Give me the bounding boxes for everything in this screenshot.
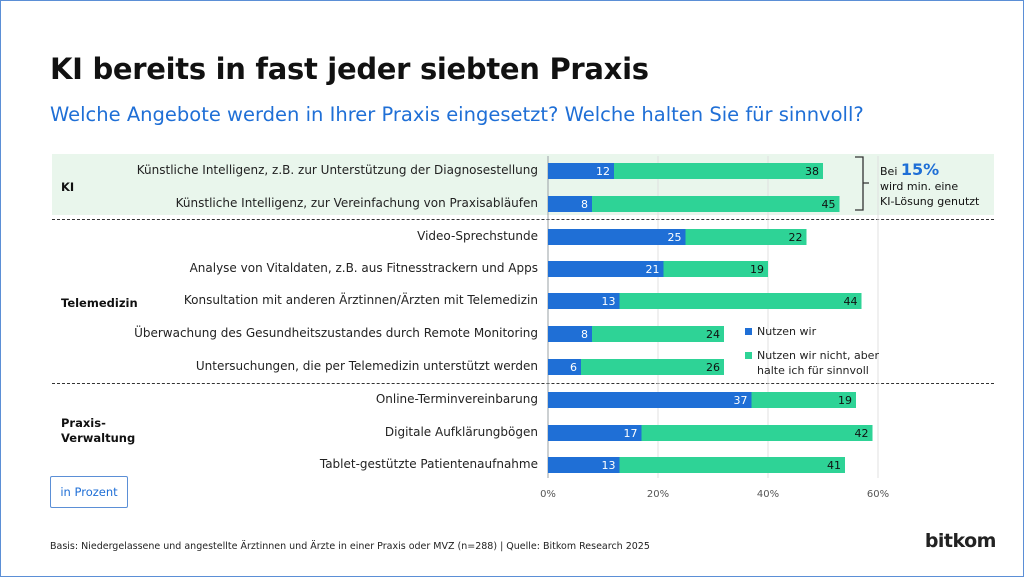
ki-note: Bei 15% wird min. eine KI-Lösung genutzt: [880, 162, 979, 209]
bar-use: [548, 326, 592, 342]
x-tick-label: 40%: [757, 489, 779, 500]
bar-label-use: 8: [581, 328, 588, 341]
legend-label: Nutzen wir nicht, aber: [757, 349, 879, 362]
category-label: Online-Terminvereinbarung: [375, 392, 538, 406]
bar-label-sensible: 24: [706, 328, 720, 341]
bar-sensible: [592, 196, 840, 212]
footnote: Basis: Niedergelassene und angestellte Ä…: [50, 541, 650, 552]
x-tick-label: 20%: [647, 489, 669, 500]
bar-label-use: 6: [570, 361, 577, 374]
bar-label-use: 12: [596, 165, 610, 178]
x-tick-label: 60%: [867, 489, 889, 500]
bar-label-use: 13: [602, 295, 616, 308]
category-label: Überwachung des Gesundheitszustandes dur…: [134, 326, 538, 340]
bar-use: [548, 359, 581, 375]
category-label: Tablet-gestützte Patientenaufnahme: [319, 457, 538, 471]
legend-swatch-sensible: [745, 351, 752, 359]
bar-label-use: 37: [734, 394, 748, 407]
note-line: wird min. eine: [880, 180, 959, 193]
bar-sensible: [663, 261, 768, 277]
bar-label-sensible: 19: [750, 263, 764, 276]
note-line: KI-Lösung genutzt: [880, 195, 980, 208]
category-label: Video-Sprechstunde: [417, 229, 538, 243]
bar-sensible: [641, 425, 873, 441]
group-label-line: Praxis-: [61, 416, 106, 430]
bar-use: [548, 196, 592, 212]
category-label: Digitale Aufklärungbögen: [384, 425, 538, 439]
note-highlight: 15%: [900, 160, 940, 179]
unit-box: in Prozent: [50, 476, 128, 508]
bar-sensible: [592, 326, 724, 342]
legend-item-use: Nutzen wir: [745, 324, 816, 339]
bitkom-logo: bitkom: [924, 530, 997, 552]
group-separator: [52, 219, 994, 220]
bar-label-sensible: 45: [822, 198, 836, 211]
group-label-praxisverwaltung: Praxis- Verwaltung: [61, 416, 135, 446]
category-label: Untersuchungen, die per Telemedizin unte…: [195, 359, 538, 373]
legend-swatch-use: [745, 327, 752, 335]
page-subtitle: Welche Angebote werden in Ihrer Praxis e…: [50, 103, 864, 126]
group-label-line: Verwaltung: [61, 431, 136, 445]
page-title: KI bereits in fast jeder siebten Praxis: [50, 52, 649, 86]
legend-label: Nutzen wir: [757, 325, 817, 338]
group-label-ki: KI: [61, 180, 75, 194]
bar-label-use: 21: [646, 263, 660, 276]
group-label-telemedizin: Telemedizin: [61, 296, 138, 310]
category-label: Künstliche Intelligenz, zur Vereinfachun…: [175, 196, 538, 210]
bar-label-sensible: 22: [789, 231, 803, 244]
bar-use: [548, 392, 752, 408]
bar-use: [548, 229, 686, 245]
bar-label-sensible: 42: [855, 427, 869, 440]
bar-label-sensible: 38: [805, 165, 819, 178]
bar-use: [548, 163, 614, 179]
category-label: Künstliche Intelligenz, z.B. zur Unterst…: [136, 163, 538, 177]
bar-label-use: 13: [602, 459, 616, 472]
bar-label-sensible: 41: [827, 459, 841, 472]
bar-label-use: 25: [668, 231, 682, 244]
bar-sensible: [619, 293, 862, 309]
bar-use: [548, 425, 642, 441]
bar-label-sensible: 44: [844, 295, 858, 308]
bar-label-use: 17: [624, 427, 638, 440]
bar-use: [548, 261, 664, 277]
bar-sensible: [685, 229, 807, 245]
bar-use: [548, 293, 620, 309]
note-prefix: Bei: [880, 165, 901, 178]
group-separator: [52, 383, 994, 384]
bar-use: [548, 457, 620, 473]
category-label: Analyse von Vitaldaten, z.B. aus Fitness…: [189, 261, 538, 275]
bar-sensible: [751, 392, 856, 408]
bar-label-use: 8: [581, 198, 588, 211]
ki-bracket: [855, 156, 869, 211]
bar-sensible: [614, 163, 823, 179]
legend-label: halte ich für sinnvoll: [757, 364, 869, 377]
bar-sensible: [619, 457, 845, 473]
legend-item-sensible: Nutzen wir nicht, aber halte ich für sin…: [745, 348, 879, 378]
category-label: Konsultation mit anderen Ärztinnen/Ärzte…: [183, 293, 538, 307]
bar-label-sensible: 19: [838, 394, 852, 407]
bar-label-sensible: 26: [706, 361, 720, 374]
bar-sensible: [581, 359, 724, 375]
x-tick-label: 0%: [540, 489, 556, 500]
